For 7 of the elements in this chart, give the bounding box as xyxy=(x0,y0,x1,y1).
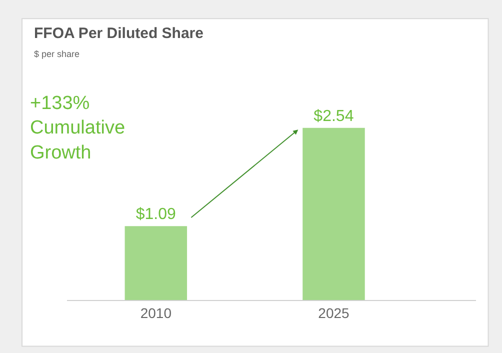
x-tick-label: 2025 xyxy=(318,304,350,321)
chart-title: FFOA Per Diluted Share xyxy=(34,25,204,42)
data-label: $1.09 xyxy=(136,206,176,224)
x-tick-label: 2010 xyxy=(140,304,172,321)
data-label: $2.54 xyxy=(314,108,354,125)
chart-subtitle: $ per share xyxy=(34,49,80,59)
annotation: +133% Cumulative Growth xyxy=(30,93,126,164)
